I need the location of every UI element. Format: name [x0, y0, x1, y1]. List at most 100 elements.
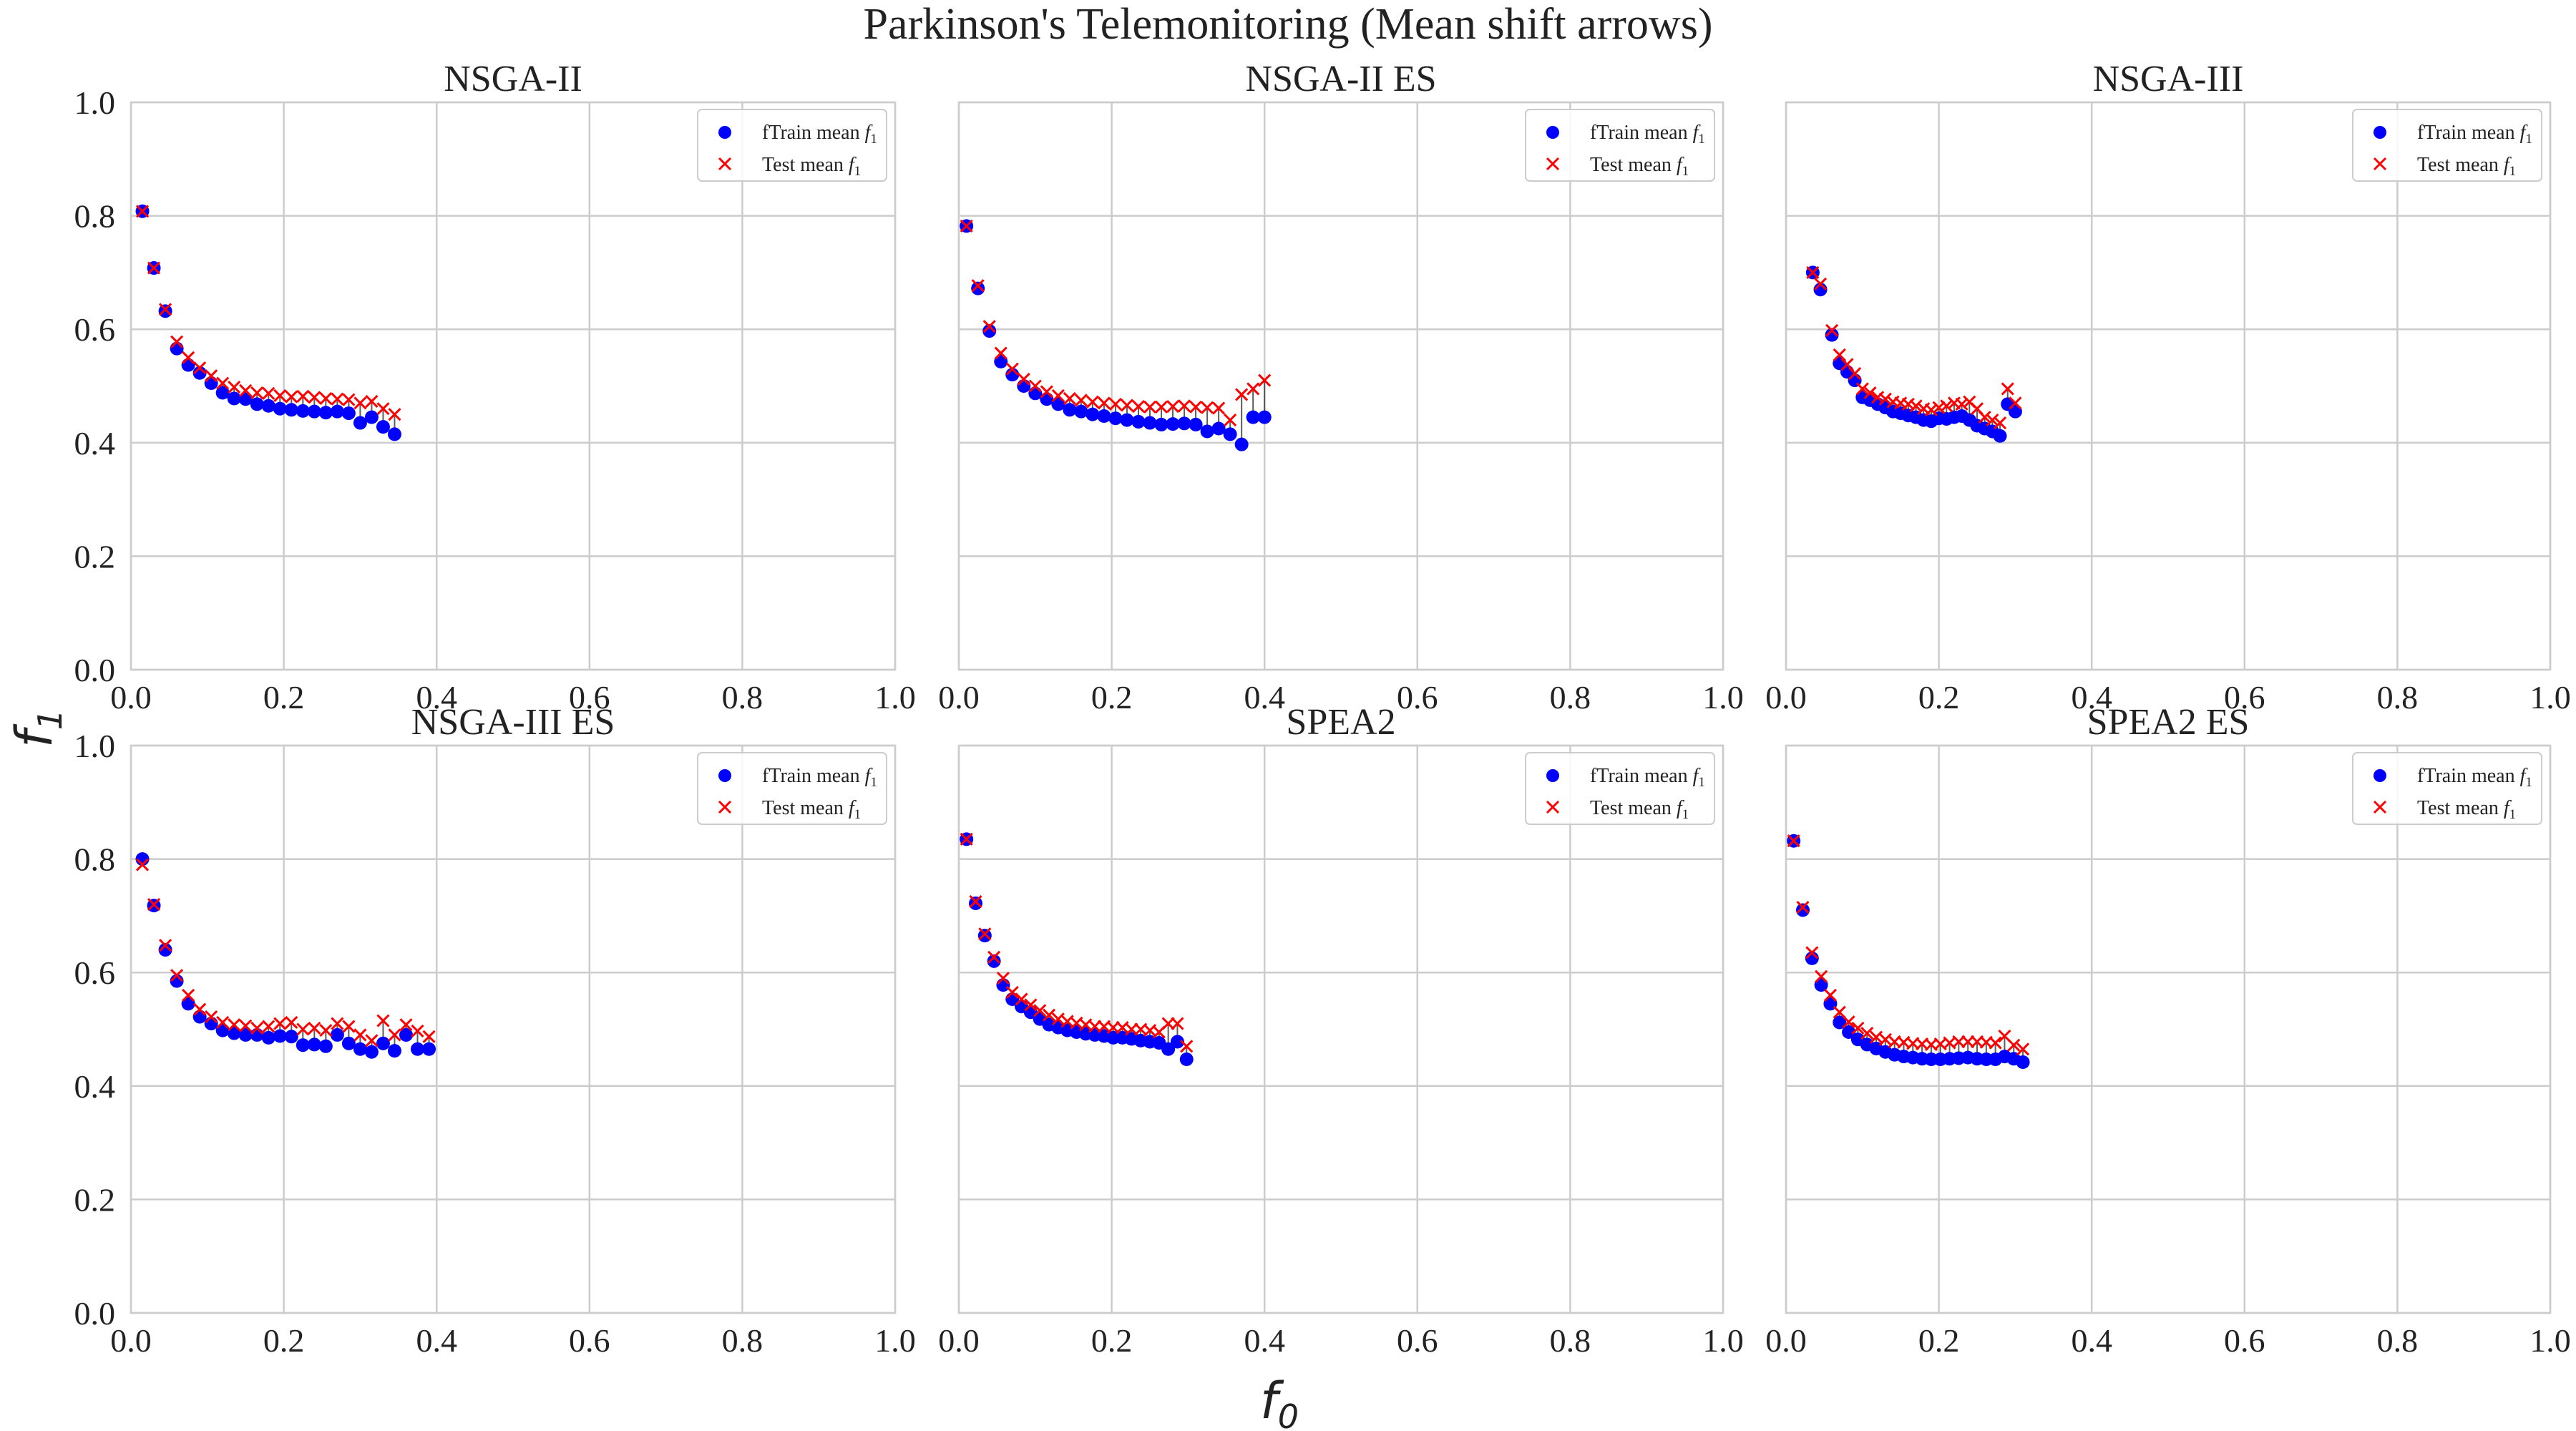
legend-test-label: Test mean f1	[2417, 154, 2516, 179]
train-point	[1108, 411, 1123, 426]
legend-box	[2352, 752, 2542, 825]
test-point	[1074, 394, 1088, 407]
test-point-stroke	[331, 1017, 344, 1030]
test-point	[1961, 1035, 1975, 1049]
test-point-stroke	[1961, 1035, 1975, 1049]
test-point-stroke	[1796, 900, 1810, 914]
test-point-stroke	[228, 1018, 241, 1032]
test-point-stroke	[262, 1020, 275, 1033]
x-tick-label: 0.2	[263, 679, 305, 716]
test-point	[1028, 379, 1042, 393]
test-point	[193, 1002, 207, 1016]
test-point-stroke	[158, 939, 172, 952]
test-point-stroke	[239, 384, 253, 397]
legend-train-marker	[718, 126, 731, 139]
test-point	[388, 1028, 401, 1042]
test-point	[1842, 1015, 1855, 1029]
train-point	[330, 1027, 344, 1042]
x-tick-label: 0.2	[1918, 1322, 1960, 1359]
train-point	[971, 281, 985, 296]
test-point-stroke	[1978, 411, 1991, 424]
y-axis-label-group: f1	[5, 709, 69, 748]
subplot-title: SPEA2 ES	[2087, 702, 2250, 743]
train-point	[399, 1027, 413, 1042]
subplot-5: SPEA2 0.0 0.2 0.4 0.6 0.8 1.0 fTrain mean f1 Tes…	[938, 702, 1744, 1359]
test-point-stroke	[250, 1021, 264, 1035]
x-tick-label: 1.0	[1702, 679, 1744, 716]
test-point-stroke	[1131, 399, 1146, 414]
test-point	[1813, 277, 1828, 290]
test-point-stroke	[147, 897, 161, 912]
test-point-stroke	[1986, 414, 1999, 427]
test-point	[285, 1015, 298, 1030]
y-axis-label: f1	[5, 709, 69, 748]
train-point	[158, 304, 172, 318]
train-point	[296, 404, 310, 418]
test-point	[1848, 366, 1862, 381]
train-point	[192, 1010, 207, 1024]
test-point-stroke	[1932, 401, 1946, 414]
legend-test-marker	[1546, 800, 1560, 814]
train-point	[987, 954, 1001, 968]
y-tick-label: 0.6	[74, 954, 116, 991]
train-point	[1842, 1025, 1856, 1039]
legend-box	[1525, 109, 1715, 182]
test-point	[1088, 1020, 1102, 1033]
test-point	[1871, 391, 1885, 404]
test-point	[1024, 998, 1038, 1012]
subplot-3: NSGA-III 0.0 0.2 0.4 0.6 0.8 1.0 fTrain mean f1…	[1765, 59, 2571, 716]
test-point	[1042, 1008, 1056, 1022]
test-point	[205, 1010, 218, 1024]
x-tick-label: 0.8	[1550, 1322, 1591, 1359]
test-point	[978, 927, 992, 941]
test-point-stroke	[388, 408, 401, 421]
test-point	[1940, 399, 1953, 413]
test-point	[353, 396, 367, 410]
x-tick-label: 0.6	[1397, 679, 1438, 716]
test-point	[1212, 401, 1226, 415]
subplot-2: NSGA-II ES 0.0 0.2 0.4 0.6 0.8 1.0 fTrain mean …	[938, 59, 1744, 716]
legend: fTrain mean f1 Test mean f1	[697, 752, 887, 825]
x-tick-label: 0.4	[2071, 1322, 2112, 1359]
x-tick-label: 0.0	[1765, 679, 1807, 716]
test-point	[262, 386, 275, 400]
train-point	[1246, 410, 1260, 424]
test-point	[250, 1021, 264, 1035]
train-point	[387, 427, 401, 441]
test-point	[1166, 399, 1180, 414]
test-point	[1005, 985, 1019, 1000]
plot-frame	[130, 744, 897, 1314]
test-point	[1993, 416, 2007, 430]
y-tick-label: 0.0	[74, 1295, 116, 1332]
test-point-stroke	[1860, 1026, 1874, 1040]
y-tick-label: 1.0	[74, 728, 116, 764]
train-point	[1177, 416, 1191, 431]
train-point	[204, 1017, 218, 1031]
train-point	[968, 896, 982, 910]
test-point	[388, 408, 401, 421]
test-point-stroke	[182, 351, 195, 364]
test-point	[1246, 382, 1260, 396]
train-point	[284, 1030, 298, 1044]
legend-box	[2352, 109, 2542, 182]
test-point-stroke	[982, 320, 996, 333]
x-tick-label: 0.6	[2224, 679, 2265, 716]
test-point	[147, 897, 161, 912]
x-tick-label: 0.2	[1918, 679, 1960, 716]
train-point	[238, 1027, 253, 1042]
test-point-stroke	[1074, 394, 1088, 407]
test-point-stroke	[388, 1028, 401, 1042]
test-point	[1125, 1022, 1138, 1036]
test-point-stroke	[205, 1010, 218, 1024]
train-point	[2008, 404, 2022, 419]
x-tick-label: 0.0	[110, 1322, 152, 1359]
test-point-stroke	[1088, 1020, 1102, 1033]
test-point-stroke	[1125, 1022, 1138, 1036]
test-point	[1161, 1017, 1175, 1030]
test-point-stroke	[1787, 834, 1800, 848]
train-point	[261, 1030, 275, 1045]
test-point	[308, 1021, 321, 1035]
test-point-stroke	[342, 1020, 356, 1033]
test-point-stroke	[1040, 385, 1053, 399]
